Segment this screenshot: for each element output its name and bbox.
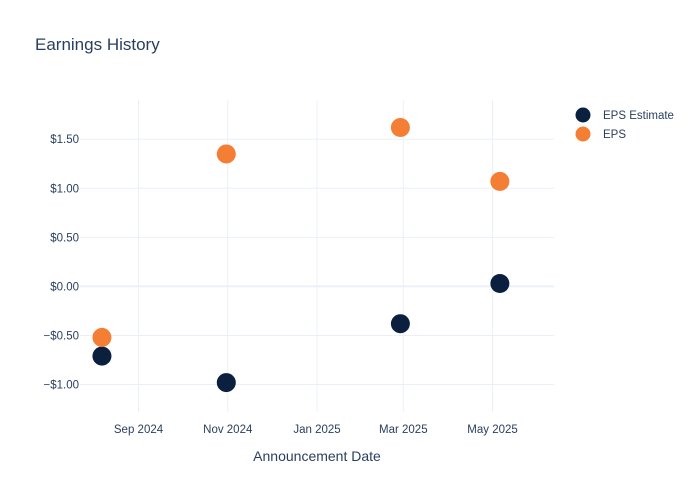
x-tick-label: Sep 2024 (114, 424, 164, 436)
legend-item-eps[interactable]: EPS (575, 126, 627, 142)
data-points (92, 117, 510, 393)
eps-point[interactable] (490, 171, 510, 191)
x-tick-label: May 2025 (467, 424, 518, 436)
eps-estimate-point[interactable] (490, 273, 510, 293)
eps-point[interactable] (92, 327, 112, 347)
grid (80, 100, 554, 412)
y-tick-label: $0.00 (50, 281, 79, 293)
y-tick-label: $1.00 (50, 183, 79, 195)
y-tick-label: −$0.50 (44, 330, 80, 342)
x-axis-title: Announcement Date (253, 448, 381, 464)
x-axis-ticks: Sep 2024 Nov 2024 Jan 2025 Mar 2025 May 2025 (114, 424, 518, 436)
y-tick-label: −$1.00 (44, 380, 80, 392)
x-tick-label: Mar 2025 (379, 424, 428, 436)
eps-point[interactable] (390, 117, 410, 137)
chart-title: Earnings History (35, 35, 160, 54)
legend-marker (575, 107, 591, 123)
x-tick-label: Nov 2024 (203, 424, 253, 436)
eps-point[interactable] (216, 144, 236, 164)
eps-estimate-point[interactable] (216, 373, 236, 393)
x-tick-label: Jan 2025 (293, 424, 340, 436)
legend-item-eps-estimate[interactable]: EPS Estimate (575, 107, 674, 123)
legend-label: EPS Estimate (603, 110, 674, 122)
y-tick-label: $0.50 (50, 232, 79, 244)
eps-estimate-point[interactable] (92, 346, 112, 366)
legend[interactable]: EPS Estimate EPS (575, 107, 674, 142)
legend-label: EPS (603, 129, 626, 141)
legend-marker (575, 126, 591, 142)
y-tick-label: $1.50 (50, 134, 79, 146)
eps-estimate-point[interactable] (390, 314, 410, 334)
y-axis-ticks: −$1.00 −$0.50 $0.00 $0.50 $1.00 $1.50 (44, 134, 80, 391)
